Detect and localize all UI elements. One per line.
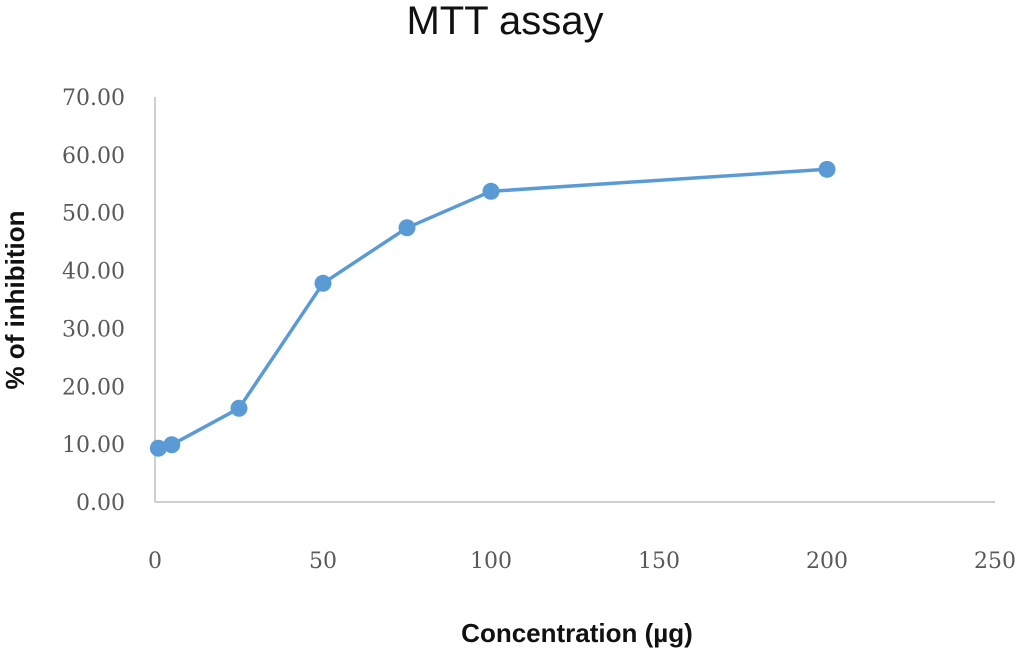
- y-tick-label: 10.00: [62, 433, 125, 458]
- y-tick-label: 50.00: [62, 202, 125, 227]
- data-series: [149, 160, 836, 457]
- y-tick-label: 0.00: [76, 491, 125, 516]
- y-tick-label: 20.00: [62, 375, 125, 400]
- x-axis-label: Concentration (µg): [461, 618, 693, 648]
- y-tick-label: 60.00: [62, 144, 125, 169]
- axes: [154, 97, 995, 503]
- x-tick-label: 50: [309, 549, 337, 574]
- data-point: [314, 274, 332, 292]
- tick-labels: 0 50 100 150 200 250 0.00 10.00 20.00 30.00 40.00 5…: [62, 86, 1016, 574]
- data-point: [230, 399, 248, 417]
- x-tick-label: 150: [638, 549, 680, 574]
- y-tick-label: 30.00: [62, 317, 125, 342]
- x-tick-label: 250: [974, 549, 1016, 574]
- x-tick-label: 200: [806, 549, 848, 574]
- data-point: [398, 219, 416, 237]
- y-axis-label: % of inhibition: [0, 210, 30, 389]
- data-point: [818, 160, 836, 178]
- x-tick-label: 0: [148, 549, 162, 574]
- data-point: [482, 182, 500, 200]
- x-tick-label: 100: [470, 549, 512, 574]
- y-tick-label: 40.00: [62, 260, 125, 285]
- data-point: [163, 436, 181, 454]
- series-line: [156, 167, 829, 450]
- y-tick-label: 70.00: [62, 86, 125, 111]
- chart-title: MTT assay: [406, 0, 603, 43]
- data-point: [149, 439, 167, 457]
